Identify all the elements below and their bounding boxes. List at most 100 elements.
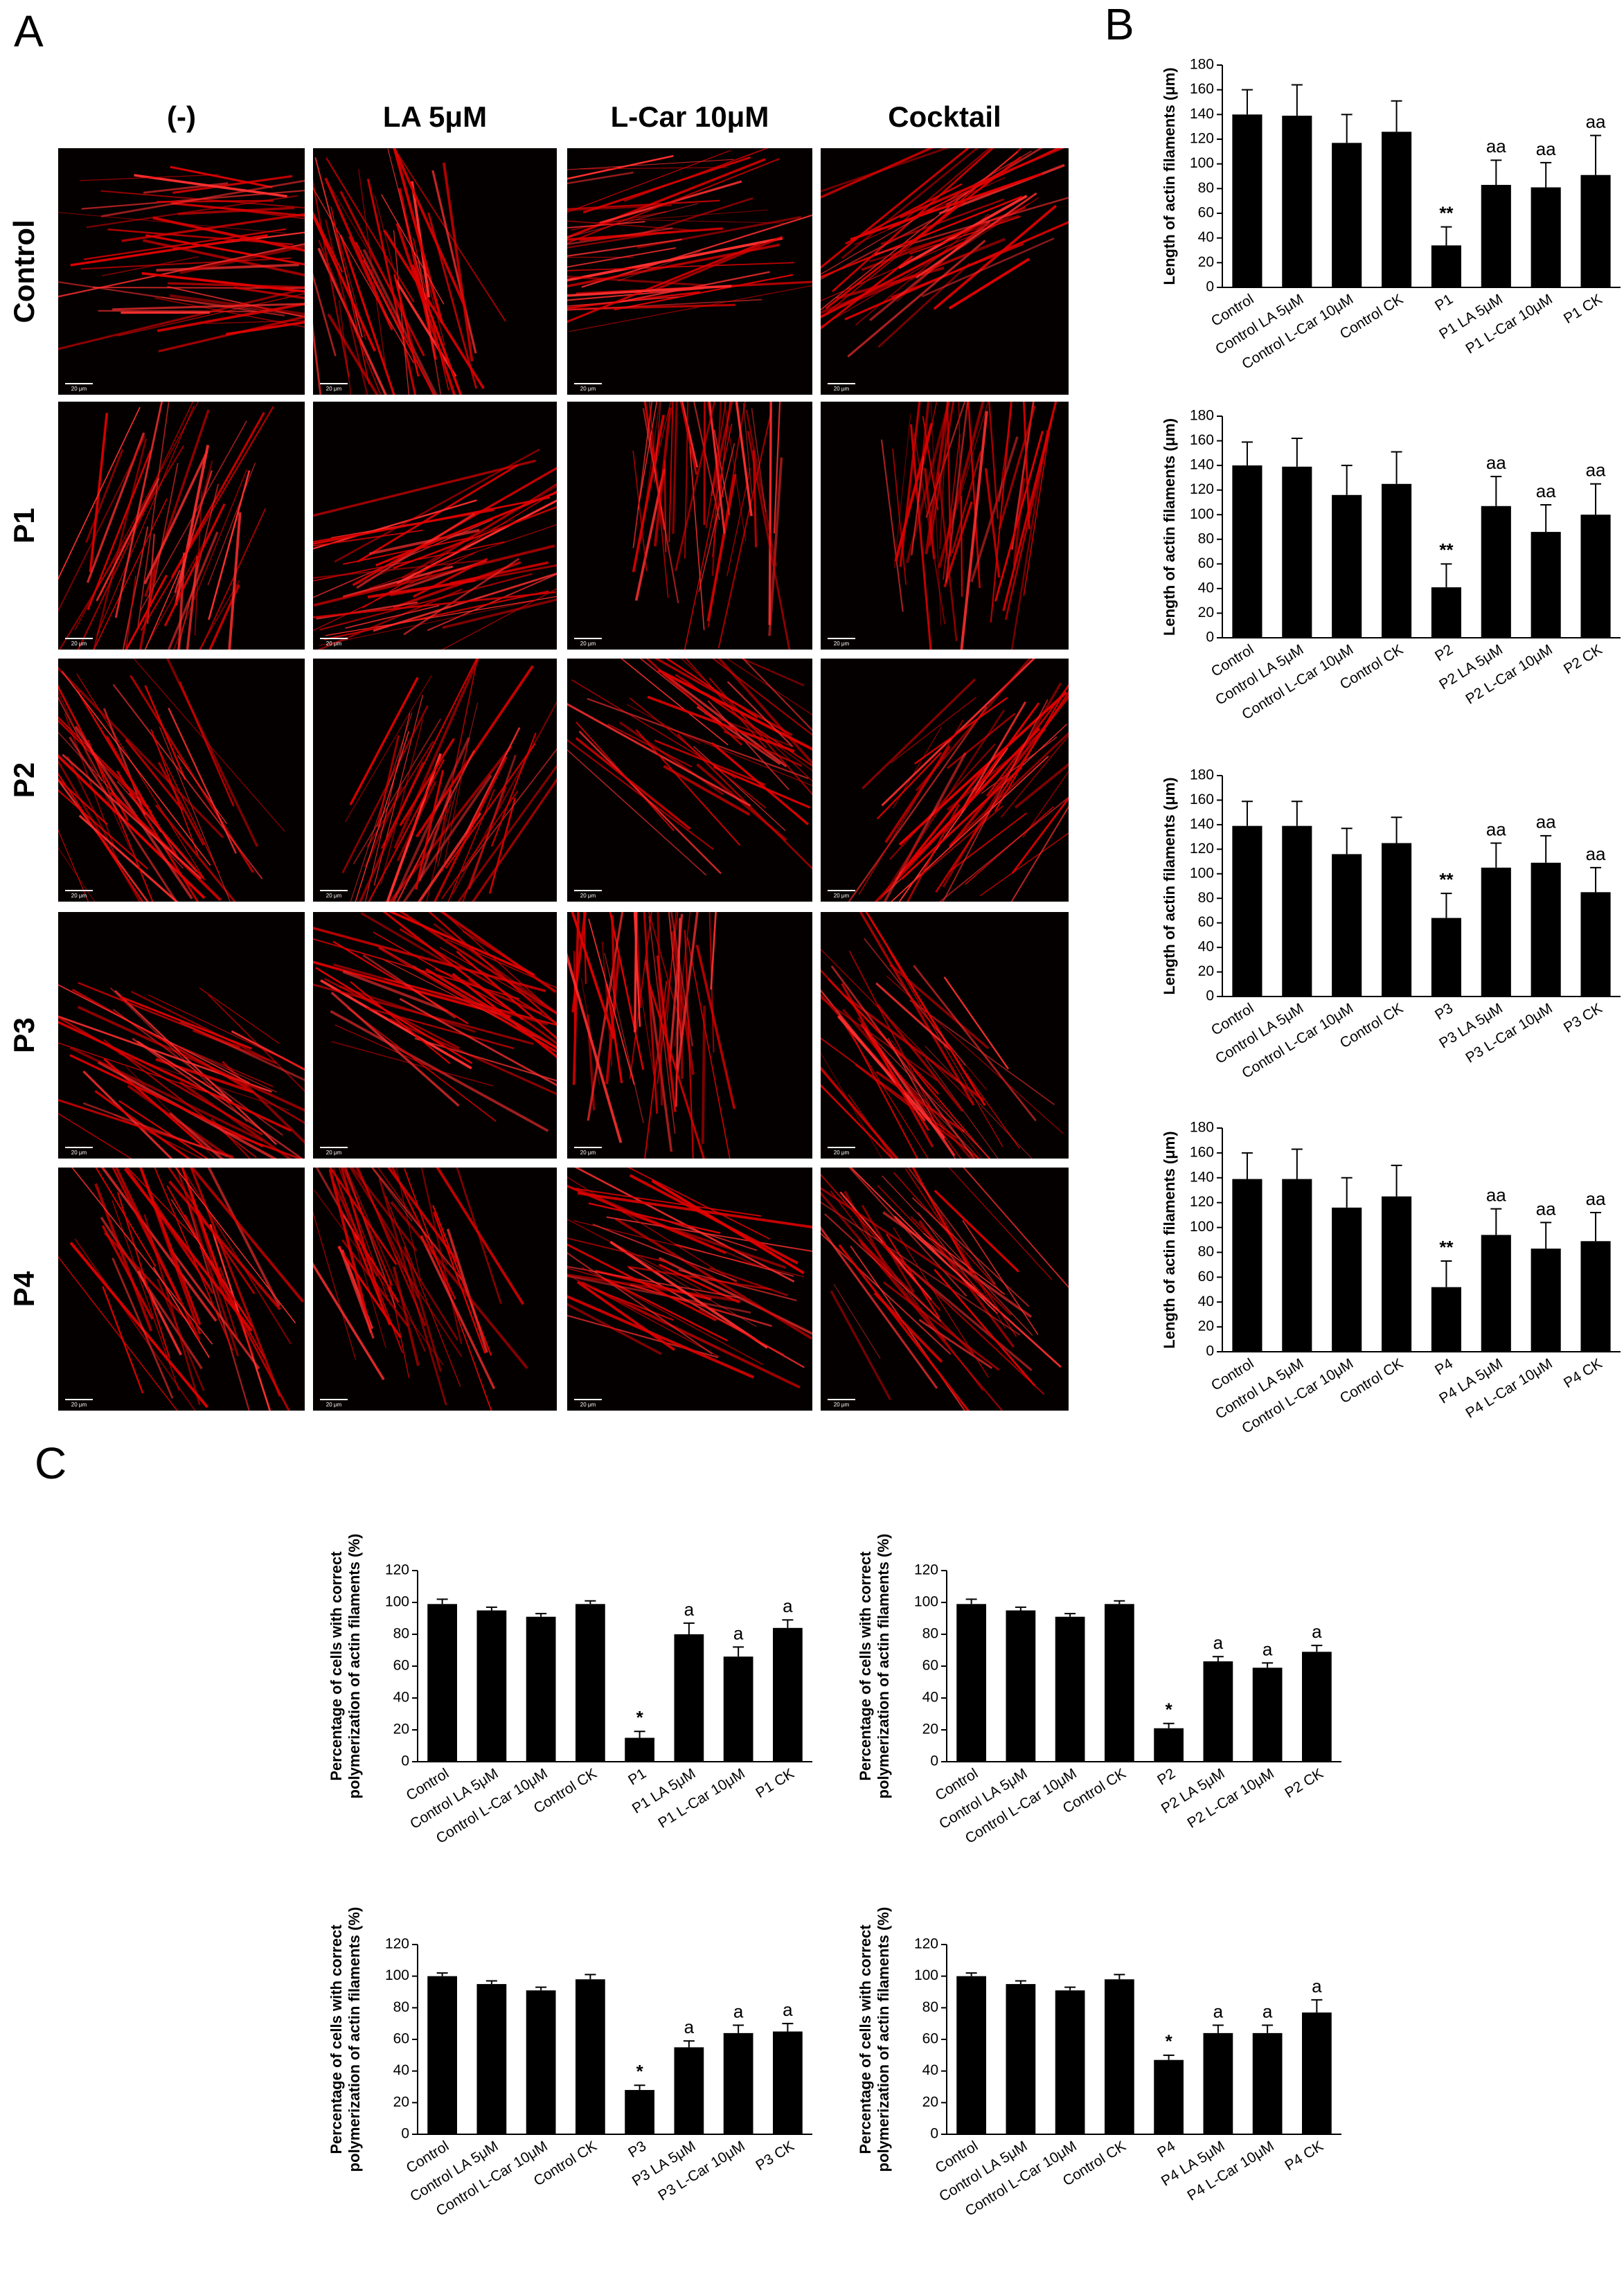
y-tick-label: 60 <box>922 1658 938 1674</box>
y-tick-label: 140 <box>1190 106 1214 122</box>
actin-streak <box>567 227 723 241</box>
actin-streak <box>740 659 805 687</box>
actin-streak <box>628 1267 805 1368</box>
actin-streak <box>880 439 904 612</box>
bar <box>1431 587 1461 638</box>
actin-streak <box>821 148 934 199</box>
actin-streak <box>190 1168 281 1397</box>
actin-streak <box>889 743 996 860</box>
actin-streak <box>933 204 1058 310</box>
actin-streak <box>137 402 170 629</box>
actin-streak <box>128 792 205 879</box>
significance-label: a <box>1262 1638 1273 1659</box>
y-tick-label: 120 <box>1190 481 1214 497</box>
y-tick-label: 0 <box>1206 279 1214 295</box>
actin-streak <box>922 402 938 465</box>
actin-streak <box>567 291 701 310</box>
actin-streak <box>1014 762 1069 809</box>
actin-streak <box>157 762 205 846</box>
actin-streak <box>114 402 163 618</box>
y-tick-label: 140 <box>1190 816 1214 832</box>
x-tick-label: P4 CK <box>1282 2138 1326 2174</box>
actin-streak <box>742 659 812 732</box>
actin-streak <box>125 575 136 650</box>
actin-streak <box>355 1168 420 1299</box>
actin-streak <box>338 1245 375 1339</box>
actin-streak <box>913 1069 990 1159</box>
y-tick-label: 20 <box>393 1722 409 1737</box>
bar <box>1382 843 1412 996</box>
micrograph: 20 μm <box>58 912 305 1159</box>
actin-streak <box>78 981 240 1048</box>
actin-streak <box>654 402 661 483</box>
actin-streak <box>332 1183 379 1277</box>
actin-streak <box>345 605 440 629</box>
micrograph-bg <box>821 148 1069 395</box>
actin-streak <box>567 749 707 876</box>
actin-streak <box>371 1168 413 1222</box>
x-tick-label: P2 <box>1432 641 1456 664</box>
actin-streak <box>921 238 1055 298</box>
actin-streak <box>909 215 1021 255</box>
actin-streak <box>884 745 951 843</box>
y-tick-label: 160 <box>1190 81 1214 97</box>
actin-streak <box>328 1168 398 1265</box>
actin-streak <box>663 765 751 816</box>
actin-streak <box>355 731 409 902</box>
y-tick-label: 60 <box>1198 205 1214 221</box>
actin-streak <box>173 469 247 650</box>
actin-streak <box>913 965 1037 1122</box>
significance-label: * <box>1166 2031 1173 2052</box>
actin-streak <box>132 1037 303 1159</box>
actin-streak <box>103 1039 258 1159</box>
actin-streak <box>58 1113 132 1159</box>
actin-streak <box>399 998 557 1087</box>
scale-bar-label: 20 μm <box>834 1150 850 1156</box>
actin-streak <box>111 1258 174 1399</box>
x-tick-label: P4 L-Car 10μM <box>1463 1355 1555 1421</box>
actin-streak <box>414 1037 557 1082</box>
scale-bar-label: 20 μm <box>834 386 850 392</box>
y-tick-label: 0 <box>401 1753 409 1769</box>
actin-streak <box>830 965 976 1159</box>
bar <box>1232 114 1262 287</box>
y-axis-label: Length of actin filaments (μm) <box>1161 67 1178 285</box>
y-tick-label: 80 <box>393 1626 409 1642</box>
actin-streak <box>143 182 229 194</box>
actin-streak <box>465 727 521 835</box>
actin-streak <box>471 778 557 902</box>
actin-streak <box>428 912 557 1026</box>
significance-label: ** <box>1439 539 1454 560</box>
micrograph: 20 μm <box>821 1168 1069 1411</box>
actin-streak <box>672 402 678 534</box>
actin-streak <box>567 242 760 323</box>
actin-streak <box>617 1246 757 1328</box>
actin-streak <box>163 503 226 627</box>
actin-streak <box>80 174 220 181</box>
bar <box>526 1990 556 2134</box>
y-tick-label: 40 <box>393 2062 409 2078</box>
actin-streak <box>841 148 979 260</box>
actin-streak <box>58 1255 178 1411</box>
significance-label: aa <box>1486 1185 1506 1206</box>
actin-streak <box>1002 402 1058 611</box>
actin-streak <box>609 1240 769 1349</box>
actin-streak <box>629 1174 798 1264</box>
actin-streak <box>417 812 482 902</box>
actin-streak <box>643 912 659 1114</box>
actin-streak <box>713 765 811 809</box>
actin-streak <box>717 659 812 765</box>
y-tick-label: 180 <box>1190 1120 1214 1136</box>
actin-streak <box>882 1175 1033 1336</box>
actin-streak <box>94 1090 191 1159</box>
actin-streak <box>58 789 148 870</box>
actin-streak <box>925 402 949 555</box>
actin-streak <box>567 1252 713 1355</box>
actin-streak <box>631 219 785 224</box>
actin-streak <box>653 407 672 546</box>
actin-streak <box>176 1168 240 1357</box>
actin-streak <box>313 499 477 550</box>
micrograph-bg <box>567 912 812 1159</box>
significance-label: aa <box>1536 812 1556 832</box>
column-header: LA 5μM <box>383 100 487 133</box>
